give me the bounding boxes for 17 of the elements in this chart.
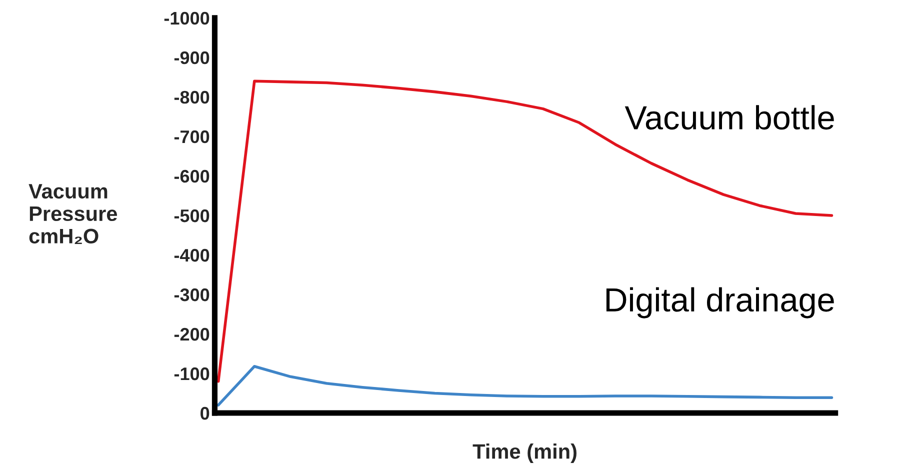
line-series	[216, 364, 834, 406]
y-tick-label: -300	[174, 288, 210, 302]
y-tick-label: -900	[174, 51, 210, 64]
y-tick-label: -1000	[164, 12, 210, 25]
y-tick-label: -800	[174, 90, 210, 104]
line-series	[216, 80, 834, 383]
y-tick-label: 0	[200, 406, 210, 420]
series-label: Vacuum bottle	[624, 105, 834, 130]
y-tick-label: -200	[174, 328, 210, 341]
y-axis-title: Vacuum Pressure cmH₂O	[28, 184, 118, 244]
y-tick-label: -600	[174, 170, 210, 183]
y-tick-label: -700	[174, 130, 210, 144]
x-axis-title: Time (min)	[472, 444, 576, 463]
y-tick-label: -100	[174, 367, 210, 380]
y-tick-label: -500	[174, 209, 210, 222]
text: Digital drainage	[606, 287, 834, 318]
y-tick-label: -400	[174, 248, 210, 262]
